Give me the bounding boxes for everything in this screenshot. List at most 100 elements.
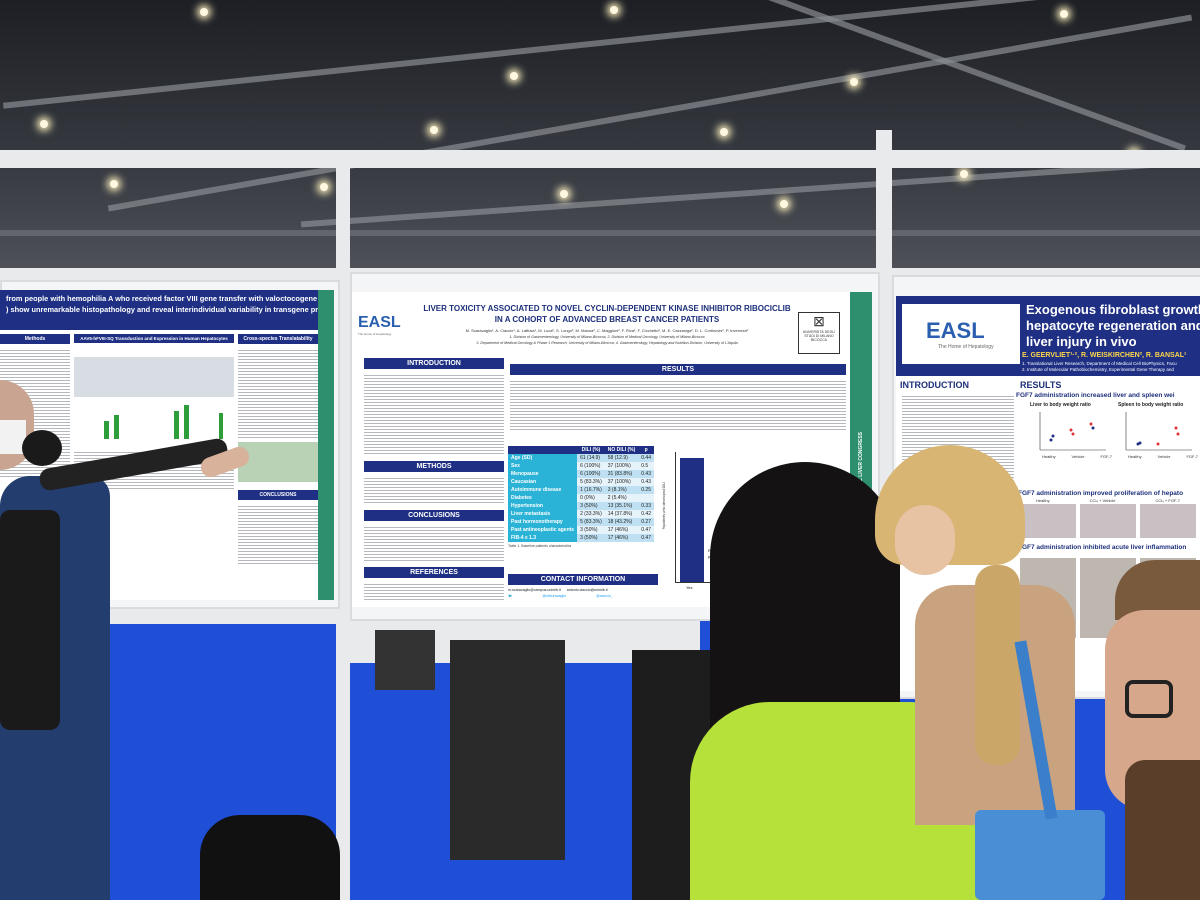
glasses-icon: [1125, 680, 1173, 718]
left-conclusions-heading: CONCLUSIONS: [238, 490, 318, 500]
board-frame-top: [0, 150, 1200, 168]
bicocca-logo: ⊠ UNIVERSITÀ DEGLI STUDI DI MILANO BICOC…: [798, 312, 840, 354]
right-intro-heading: INTRODUCTION: [900, 380, 969, 390]
ceiling-truss: [0, 230, 1200, 236]
left-transduction-column: AAV5-hFVIII-SQ Transduction and Expressi…: [74, 334, 234, 490]
table-row-label: Hypertension: [508, 502, 578, 510]
right-easl-logo-text: EASL: [926, 318, 985, 343]
table-cell: 3 (50%): [577, 502, 605, 510]
person-in-suit-legs: [450, 640, 565, 860]
ceiling-light: [200, 8, 208, 16]
left-histology-images: [74, 357, 234, 397]
easl-logo: EASL The Home of Hepatology: [358, 314, 413, 336]
table-cell: 2 (33.3%): [577, 510, 605, 518]
table-cell: 0.42: [638, 510, 654, 518]
second-person-head: [22, 430, 62, 466]
table-cell: 3 (50%): [577, 526, 605, 534]
left-methods-heading: Methods: [0, 334, 70, 344]
center-poster-title-1: LIVER TOXICITY ASSOCIATED TO NOVEL CYCLI…: [423, 304, 791, 313]
easl-logo-subtitle: The Home of Hepatology: [358, 332, 392, 336]
table-row: Liver metastasis 2 (33.3%) 14 (37.8%) 0.42: [508, 510, 654, 518]
left-poster-header: from people with hemophilia A who receiv…: [0, 290, 334, 330]
table-cell: 5 (83.3%): [577, 478, 605, 486]
right-group-labels: Healthy CCl₄ + Vehicle CCl₄ + FGF-7: [1016, 498, 1200, 503]
contact-email-1: m.scaravaglio@campus.unimib.it: [508, 588, 561, 592]
scatter-point: [1176, 432, 1180, 436]
methods-text: [364, 476, 504, 504]
attendee-woman-green-top: [690, 462, 1010, 900]
right-poster-title-2: hepatocyte regeneration and: [1026, 318, 1200, 333]
center-poster-authors: M. Scaravaglio¹, A. Ciaccio¹, A. Laffusa…: [465, 328, 749, 333]
table-cell: 58 (12.9): [604, 454, 639, 462]
right-poster-title-3: liver injury in vivo: [1026, 334, 1137, 349]
liver-chart-xlabels: Healthy Vehicle FGF-7: [1042, 454, 1112, 459]
scatter-point: [1156, 442, 1160, 446]
dili-chart-x-axis: [675, 582, 740, 583]
references-heading: REFERENCES: [364, 567, 504, 578]
table-header-cell: [508, 446, 578, 454]
scatter-point: [1089, 422, 1093, 426]
table-row: FIB-4 ≥ 1.3 3 (50%) 17 (46%) 0.47: [508, 534, 654, 542]
table-cell: 37 (100%): [604, 478, 639, 486]
center-results-column: RESULTS: [510, 364, 846, 431]
xlabel-fgf7: FGF-7: [1186, 454, 1198, 459]
table-cell: 0.44: [638, 454, 654, 462]
ceiling-light: [110, 180, 118, 188]
beard: [1125, 760, 1200, 900]
ceiling-light: [430, 126, 438, 134]
table-cell: 2 (5.4%): [604, 494, 639, 502]
left-tissue-image: [238, 442, 318, 482]
left-conclusions-text: [238, 504, 318, 564]
table-header-row: DILI (%) NO DILI (%) p: [508, 446, 654, 454]
bicocca-logo-text: UNIVERSITÀ DEGLI STUDI DI MILANO BICOCCA: [802, 330, 836, 342]
left-poster-side-band: [318, 290, 334, 600]
liver-ratio-chart-title: Liver to body weight ratio: [1030, 402, 1091, 408]
table-header-cell: DILI (%): [577, 446, 605, 454]
scatter-point: [1051, 434, 1055, 438]
attendee-bearded-man: [1105, 560, 1200, 900]
table-cell: 6 (100%): [577, 462, 605, 470]
table-row-label: Past antineoplastic agents: [508, 526, 578, 534]
left-poster-title-1: from people with hemophilia A who receiv…: [6, 294, 334, 303]
table-cell: 0 (0%): [577, 494, 605, 502]
left-bar: [114, 415, 119, 439]
table-cell: 31 (83.8%): [604, 470, 639, 478]
center-poster-affiliation-2: 3. Department of Medical Oncology & Phas…: [476, 341, 738, 345]
table-row-label: Past hormonotherapy: [508, 518, 578, 526]
bag-on-floor: [200, 815, 340, 900]
contact-handle-2: @ciaccio_: [596, 594, 613, 598]
dili-chart-xlabel-yes: Yes: [686, 585, 693, 590]
right-poster-title-1: Exogenous fibroblast growth: [1026, 302, 1200, 317]
contact-emails: m.scaravaglio@campus.unimib.it antonio.c…: [508, 588, 658, 592]
results-heading: RESULTS: [510, 364, 846, 375]
table-row: Sex 6 (100%) 37 (100%) 0.5: [508, 462, 654, 470]
right-poster-affiliation-1: 1. Translational Liver Research, Departm…: [1022, 361, 1177, 366]
table-cell: 0.47: [638, 534, 654, 542]
ceiling-light: [510, 72, 518, 80]
table-row: Autoimmune disease 1 (16.7%) 3 (8.1%) 0.25: [508, 486, 654, 494]
face-mask: [0, 420, 26, 454]
contact-email-2: antonio.ciaccio@unimib.it: [566, 588, 608, 592]
table-cell: 13 (35.1%): [604, 502, 639, 510]
person-legs-background: [375, 630, 435, 690]
attendee-left-with-backpack: [0, 380, 110, 900]
table-row-label: Age (SD): [508, 454, 578, 462]
easl-logo-text: EASL: [358, 314, 401, 331]
dili-chart-y-axis: [675, 452, 676, 582]
right-heading-inflammation: FGF7 administration inhibited acute live…: [1018, 544, 1187, 551]
left-bar: [219, 413, 223, 439]
conclusions-heading: CONCLUSIONS: [364, 510, 504, 521]
left-bar: [174, 411, 179, 439]
group-label-healthy: Healthy: [1036, 498, 1050, 503]
ceiling-truss: [107, 14, 1193, 212]
baseline-characteristics-table: DILI (%) NO DILI (%) p Age (SD) 61 (14.9) 58…: [508, 446, 654, 542]
table-row: Hypertension 3 (50%) 13 (35.1%) 0.33: [508, 502, 654, 510]
left-poster-title-2: ) show unremarkable histopathology and r…: [6, 305, 334, 314]
right-results-subheading: FGF7 administration increased liver and …: [1016, 392, 1175, 399]
right-poster-authors: E. GEERVLIET¹·², R. WEISKIRCHEN², R. BAN…: [1022, 352, 1187, 359]
table-header-cell: NO DILI (%): [604, 446, 639, 454]
table-cell: 17 (46%): [604, 534, 639, 542]
center-poster-affiliation-1: 1. Division of Gastroenterology, Univers…: [509, 335, 705, 339]
left-bar-charts: [104, 405, 223, 439]
table-caption: Table 1. Baseline patients characteristi…: [508, 544, 572, 548]
